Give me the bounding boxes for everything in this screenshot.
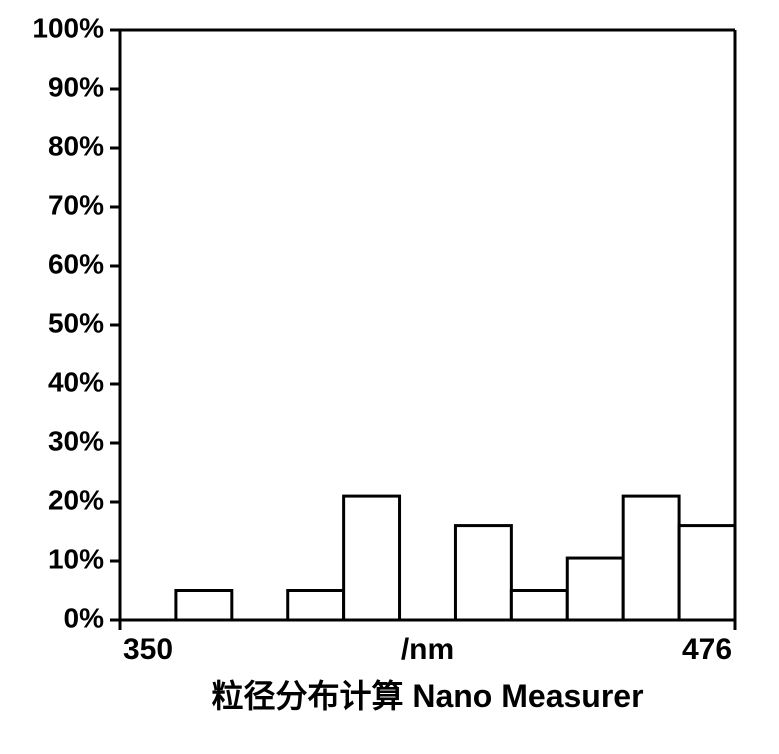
- histogram-bar: [455, 526, 511, 620]
- histogram-bar: [679, 526, 735, 620]
- y-tick-label: 20%: [48, 484, 104, 515]
- histogram-bar: [567, 558, 623, 620]
- y-tick-label: 60%: [48, 248, 104, 279]
- y-tick-label: 80%: [48, 130, 104, 161]
- x-axis-title: /nm: [401, 633, 454, 666]
- y-tick-label: 70%: [48, 189, 104, 220]
- y-tick-label: 90%: [48, 71, 104, 102]
- histogram-bar: [511, 591, 567, 621]
- x-end-label: 476: [682, 633, 732, 666]
- chart-caption: 粒径分布计算 Nano Measurer: [211, 678, 643, 714]
- y-tick-label: 100%: [32, 12, 104, 43]
- histogram-bar: [344, 496, 400, 620]
- x-start-label: 350: [123, 633, 173, 666]
- chart-background: [0, 0, 779, 754]
- histogram-bar: [176, 591, 232, 621]
- chart-svg: 0% 10% 20% 30% 40% 50% 60% 70% 80% 90% 100% 350 476 /…: [0, 0, 779, 754]
- y-tick-label: 50%: [48, 307, 104, 338]
- y-tick-label: 10%: [48, 543, 104, 574]
- histogram-bar: [288, 591, 344, 621]
- y-tick-label: 30%: [48, 425, 104, 456]
- y-tick-label: 0%: [64, 602, 105, 633]
- histogram-bar: [623, 496, 679, 620]
- y-tick-label: 40%: [48, 366, 104, 397]
- histogram-chart: 0% 10% 20% 30% 40% 50% 60% 70% 80% 90% 100% 350 476 /…: [0, 0, 779, 754]
